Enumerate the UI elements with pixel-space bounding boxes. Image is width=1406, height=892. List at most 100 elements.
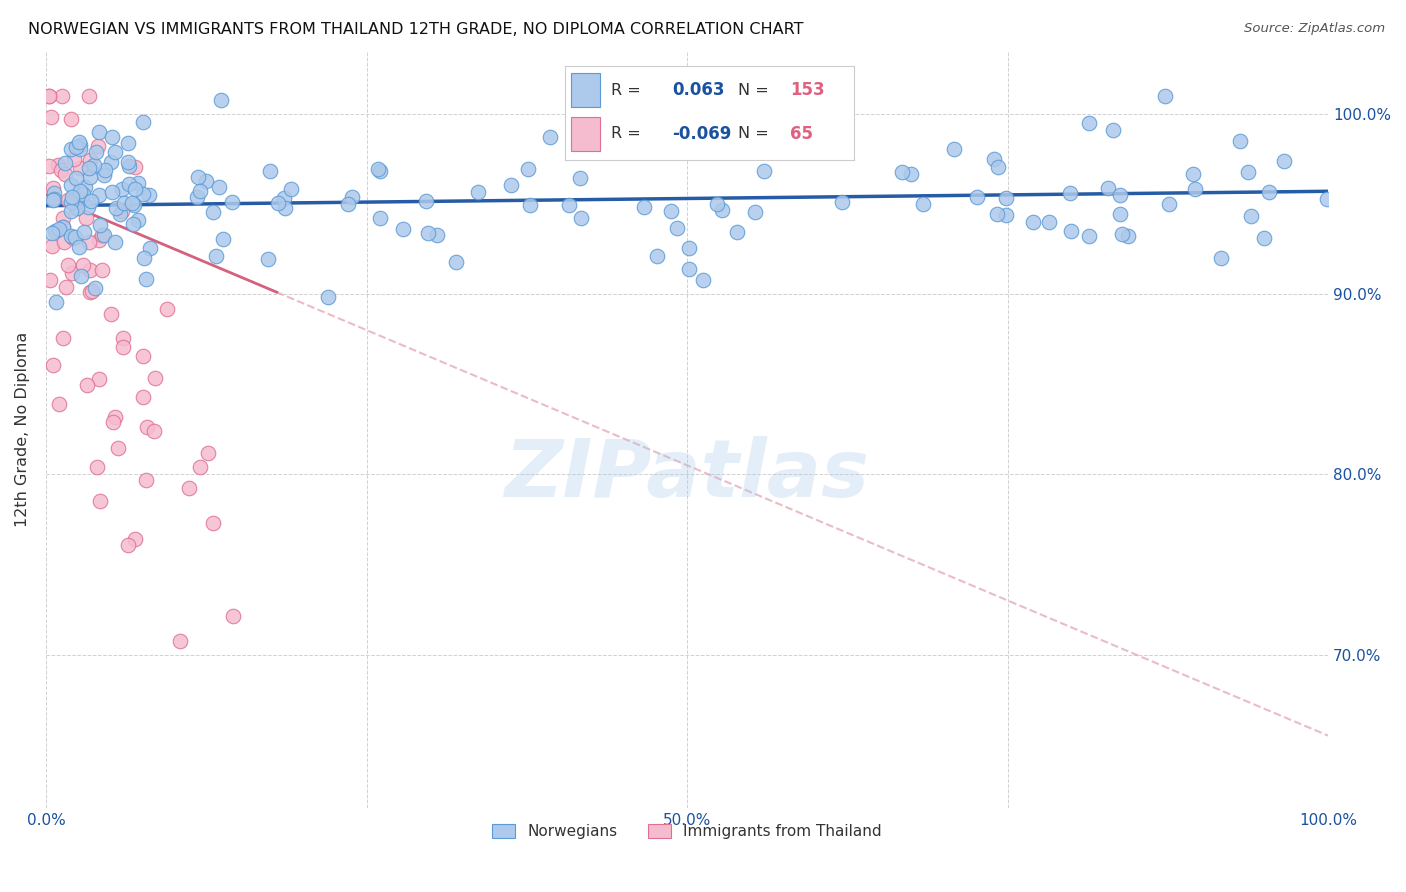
Point <box>678 262 700 277</box>
Point <box>110 204 132 219</box>
Point <box>62 230 84 244</box>
Point <box>53 167 76 181</box>
Point <box>101 415 124 429</box>
Point <box>942 142 965 156</box>
Point <box>415 194 437 208</box>
Point <box>156 301 179 316</box>
Point <box>104 145 127 159</box>
Point <box>1258 185 1281 199</box>
Point <box>994 208 1017 222</box>
Point <box>72 258 94 272</box>
Text: ZIPatlas: ZIPatlas <box>505 435 869 514</box>
Point <box>188 185 211 199</box>
Point <box>138 188 160 202</box>
Point <box>280 182 302 196</box>
Point <box>83 158 105 172</box>
Point <box>132 251 155 265</box>
Point <box>87 372 110 386</box>
Point <box>132 115 155 129</box>
Point <box>67 240 90 254</box>
Point <box>69 142 91 156</box>
Point <box>1274 154 1296 169</box>
Point <box>710 202 733 217</box>
Point <box>658 95 681 109</box>
Point <box>187 170 209 185</box>
Point <box>273 191 295 205</box>
Point <box>517 161 540 176</box>
Point <box>124 198 146 212</box>
Point <box>100 307 122 321</box>
Point <box>1109 187 1132 202</box>
Point <box>1102 123 1125 137</box>
Point <box>86 460 108 475</box>
Point <box>1022 215 1045 229</box>
Point <box>75 211 97 226</box>
Point <box>48 222 70 236</box>
Point <box>1078 115 1101 129</box>
Point <box>87 138 110 153</box>
Point <box>44 224 66 238</box>
Point <box>76 378 98 392</box>
Point <box>41 226 63 240</box>
Point <box>60 266 83 280</box>
Point <box>60 190 83 204</box>
Point <box>42 193 65 207</box>
Text: NORWEGIAN VS IMMIGRANTS FROM THAILAND 12TH GRADE, NO DIPLOMA CORRELATION CHART: NORWEGIAN VS IMMIGRANTS FROM THAILAND 12… <box>28 22 804 37</box>
Point <box>132 349 155 363</box>
Point <box>1184 181 1206 195</box>
Point <box>65 202 87 216</box>
Point <box>55 280 77 294</box>
Point <box>1182 167 1205 181</box>
Point <box>84 145 107 159</box>
Point <box>666 221 689 235</box>
Point <box>63 152 86 166</box>
Point <box>69 161 91 175</box>
Point <box>135 473 157 487</box>
Point <box>84 281 107 295</box>
Point <box>831 194 853 209</box>
Point <box>117 538 139 552</box>
Point <box>108 207 131 221</box>
Point <box>87 125 110 139</box>
Point <box>53 156 76 170</box>
Point <box>39 111 62 125</box>
Point <box>51 88 73 103</box>
Point <box>111 331 134 345</box>
Point <box>60 229 83 244</box>
Point <box>112 340 135 354</box>
Point <box>69 138 91 153</box>
Point <box>93 168 115 182</box>
Point <box>70 268 93 283</box>
Point <box>87 188 110 202</box>
Point <box>77 161 100 175</box>
Point <box>73 225 96 239</box>
Point <box>499 178 522 192</box>
Point <box>1038 215 1060 229</box>
Point <box>42 186 65 201</box>
Legend: Norwegians, Immigrants from Thailand: Norwegians, Immigrants from Thailand <box>486 818 889 846</box>
Point <box>82 284 104 298</box>
Point <box>51 163 73 178</box>
Point <box>136 420 159 434</box>
Point <box>101 130 124 145</box>
Point <box>678 241 700 255</box>
Point <box>44 295 66 310</box>
Point <box>107 441 129 455</box>
Point <box>1154 88 1177 103</box>
Point <box>66 201 89 215</box>
Point <box>77 88 100 103</box>
Point <box>59 194 82 209</box>
Point <box>117 154 139 169</box>
Point <box>986 207 1008 221</box>
Point <box>1316 193 1339 207</box>
Point <box>752 164 775 178</box>
Point <box>1116 229 1139 244</box>
Point <box>87 233 110 247</box>
Point <box>52 211 75 226</box>
Point <box>104 410 127 425</box>
Point <box>1209 252 1232 266</box>
Point <box>132 186 155 201</box>
Point <box>426 228 449 243</box>
Point <box>94 163 117 178</box>
Point <box>202 516 225 530</box>
